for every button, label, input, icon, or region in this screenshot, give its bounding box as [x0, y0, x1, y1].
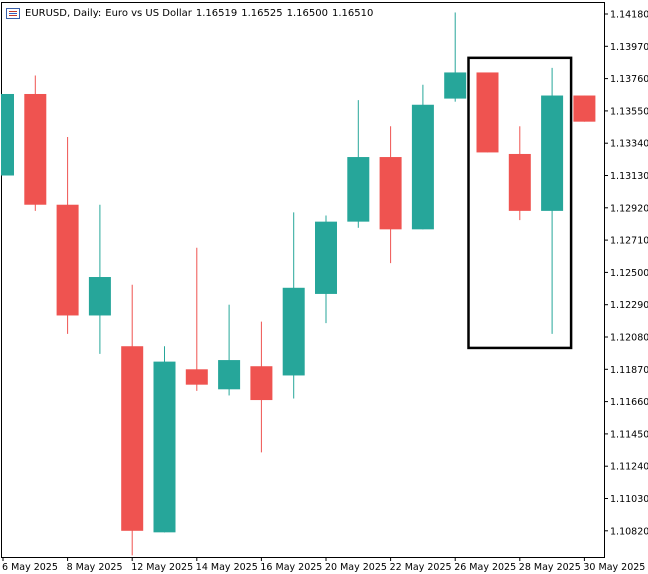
x-tick-label: 12 May 2025: [131, 562, 193, 573]
symbol-label: EURUSD, Daily:: [25, 7, 102, 19]
candle-bearish[interactable]: [508, 153, 531, 211]
candle-bearish[interactable]: [185, 369, 208, 385]
y-tick-label: 1.12290: [610, 300, 648, 311]
y-tick-label: 1.12710: [610, 236, 648, 247]
candle-bullish[interactable]: [0, 93, 14, 176]
y-tick-label: 1.12500: [610, 268, 648, 279]
y-tick-label: 1.11240: [610, 462, 648, 473]
candle-bullish[interactable]: [444, 72, 467, 99]
candle-bearish[interactable]: [250, 366, 273, 401]
candle-bullish[interactable]: [153, 361, 176, 533]
x-tick-label: 28 May 2025: [519, 562, 581, 573]
y-tick-label: 1.11450: [610, 429, 648, 440]
candle-bullish[interactable]: [411, 104, 434, 230]
chart-header: EURUSD, Daily: Euro vs US Dollar 1.16519…: [6, 5, 377, 21]
low-value: 1.16500: [286, 7, 328, 19]
candle-bullish[interactable]: [347, 157, 370, 222]
y-tick-label: 1.11870: [610, 365, 648, 376]
y-tick-label: 1.13550: [610, 106, 648, 117]
candle-bullish[interactable]: [315, 221, 337, 294]
candle-bullish[interactable]: [541, 95, 564, 211]
highlight-box[interactable]: [467, 56, 573, 350]
x-tick-label: 6 May 2025: [2, 562, 58, 573]
x-tick-label: 30 May 2025: [583, 562, 645, 573]
candle-bullish[interactable]: [218, 360, 241, 390]
symbol-description: Euro vs US Dollar: [105, 7, 192, 19]
candle-bullish[interactable]: [88, 277, 111, 316]
open-value: 1.16519: [195, 7, 238, 19]
y-tick-label: 1.11030: [610, 494, 648, 505]
high-value: 1.16525: [241, 7, 283, 19]
y-tick-label: 1.13760: [610, 74, 648, 85]
x-tick-label: 16 May 2025: [260, 562, 322, 573]
x-tick-label: 14 May 2025: [196, 562, 258, 573]
y-tick-label: 1.11660: [610, 397, 648, 408]
close-value: 1.16510: [331, 7, 374, 19]
plot-frame: [1, 2, 605, 558]
y-tick-label: 1.13340: [610, 139, 648, 150]
y-tick-label: 1.13130: [610, 171, 648, 182]
y-tick-label: 1.13970: [610, 42, 648, 53]
candle-bullish[interactable]: [282, 287, 305, 376]
candles-group: [0, 12, 596, 556]
candle-bearish[interactable]: [379, 157, 402, 230]
candle-bearish[interactable]: [476, 72, 499, 153]
y-tick-label: 1.10820: [610, 526, 648, 537]
y-tick-label: 1.14180: [610, 10, 648, 21]
candle-bearish[interactable]: [573, 95, 596, 122]
y-tick-label: 1.12920: [610, 203, 648, 214]
x-tick-label: 22 May 2025: [390, 562, 452, 573]
x-tick-label: 8 May 2025: [67, 562, 123, 573]
candle-bearish[interactable]: [24, 93, 47, 205]
candle-bearish[interactable]: [56, 204, 79, 316]
x-tick-label: 26 May 2025: [454, 562, 516, 573]
candle-bearish[interactable]: [121, 346, 144, 531]
y-tick-label: 1.12080: [610, 333, 648, 344]
chart-window-icon[interactable]: [6, 7, 20, 19]
x-tick-label: 20 May 2025: [325, 562, 387, 573]
